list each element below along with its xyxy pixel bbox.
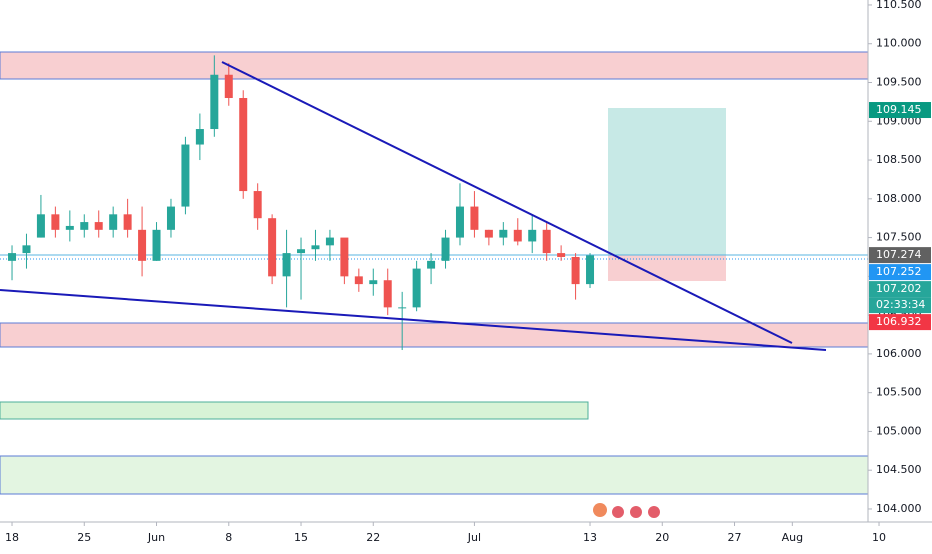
candle-body	[455, 206, 464, 238]
candle-body	[470, 206, 479, 230]
price-label: 106.932	[876, 315, 922, 328]
demand-zone	[0, 401, 589, 420]
price-label-box	[869, 247, 931, 264]
y-tick-label: 108.000	[876, 192, 922, 205]
x-tick-label: 10	[872, 531, 886, 544]
price-label-box	[869, 264, 931, 281]
y-tick-label: 104.500	[876, 463, 922, 476]
candle-body	[571, 256, 580, 285]
candle-body	[586, 255, 595, 285]
price-label-box	[869, 281, 931, 298]
candle-body	[354, 276, 363, 285]
candle-body	[441, 237, 450, 261]
price-label: 107.202	[876, 282, 922, 295]
y-tick-label: 109.500	[876, 76, 922, 89]
target-box	[608, 108, 726, 255]
demand-zone	[0, 455, 869, 495]
logo-icon	[612, 506, 624, 518]
x-tick-label: Aug	[782, 531, 803, 544]
countdown: 02:33:34	[876, 298, 925, 311]
x-tick-label: 22	[366, 531, 380, 544]
candle-body	[484, 229, 493, 238]
candle-body	[166, 206, 175, 230]
logo-icon	[630, 506, 642, 518]
candle-body	[80, 222, 89, 230]
candle-body	[94, 222, 103, 230]
candle-body	[123, 214, 132, 230]
candle-body	[398, 307, 407, 309]
candle-body	[513, 229, 522, 242]
candle-body	[22, 245, 31, 254]
y-tick-label: 110.500	[876, 0, 922, 11]
candle-body	[282, 253, 291, 277]
price-label: 107.252	[876, 265, 922, 278]
candle-body	[152, 229, 161, 261]
x-tick-label: 18	[5, 531, 19, 544]
x-tick-label: 20	[655, 531, 669, 544]
candle-body	[8, 253, 17, 261]
price-label: 107.274	[876, 248, 922, 261]
candle-body	[383, 280, 392, 308]
candles	[8, 55, 595, 351]
price-label-box	[869, 102, 931, 119]
countdown-box	[869, 297, 931, 314]
y-tick-label: 105.000	[876, 424, 922, 437]
x-tick-label: 25	[77, 531, 91, 544]
logo	[593, 503, 660, 518]
candle-body	[427, 260, 436, 269]
trend-lines	[0, 61, 827, 351]
y-tick-label: 110.000	[876, 37, 922, 50]
x-tick-label: 15	[294, 531, 308, 544]
x-tick-label: Jun	[147, 531, 165, 544]
candle-body	[138, 229, 147, 261]
x-tick-label: 27	[728, 531, 742, 544]
candle-body	[325, 237, 334, 246]
candle-body	[51, 214, 60, 230]
candle-body	[181, 144, 190, 207]
candle-body	[297, 249, 306, 254]
logo-icon	[593, 503, 607, 517]
candle-body	[557, 253, 566, 257]
zones	[0, 51, 869, 495]
candle-body	[109, 214, 118, 230]
y-tick-label: 106.000	[876, 347, 922, 360]
price-label: 109.145	[876, 103, 922, 116]
candle-body	[210, 74, 219, 130]
candle-body	[268, 218, 277, 277]
y-tick-label: 104.000	[876, 502, 922, 515]
x-tick-label: 13	[583, 531, 597, 544]
candle-body	[369, 280, 378, 285]
price-label-box	[869, 314, 931, 331]
candle-body	[239, 98, 248, 192]
candle-body	[224, 74, 233, 99]
y-tick-label: 105.500	[876, 386, 922, 399]
candle-body	[311, 245, 320, 250]
candle-body	[542, 229, 551, 254]
x-tick-label: 8	[225, 531, 232, 544]
candle-body	[195, 129, 204, 145]
logo-icon	[648, 506, 660, 518]
y-tick-label: 108.500	[876, 153, 922, 166]
candle-body	[65, 225, 74, 230]
y-tick-label: 107.500	[876, 231, 922, 244]
resistance-zone	[0, 51, 869, 80]
x-tick-label: Jul	[467, 531, 481, 544]
candle-body	[36, 214, 45, 238]
trend-line	[0, 289, 827, 351]
candle-body	[340, 237, 349, 277]
candle-body	[528, 229, 537, 242]
candle-body	[412, 268, 421, 308]
candle-body	[253, 191, 262, 219]
candle-body	[499, 229, 508, 238]
trend-line	[221, 61, 793, 344]
